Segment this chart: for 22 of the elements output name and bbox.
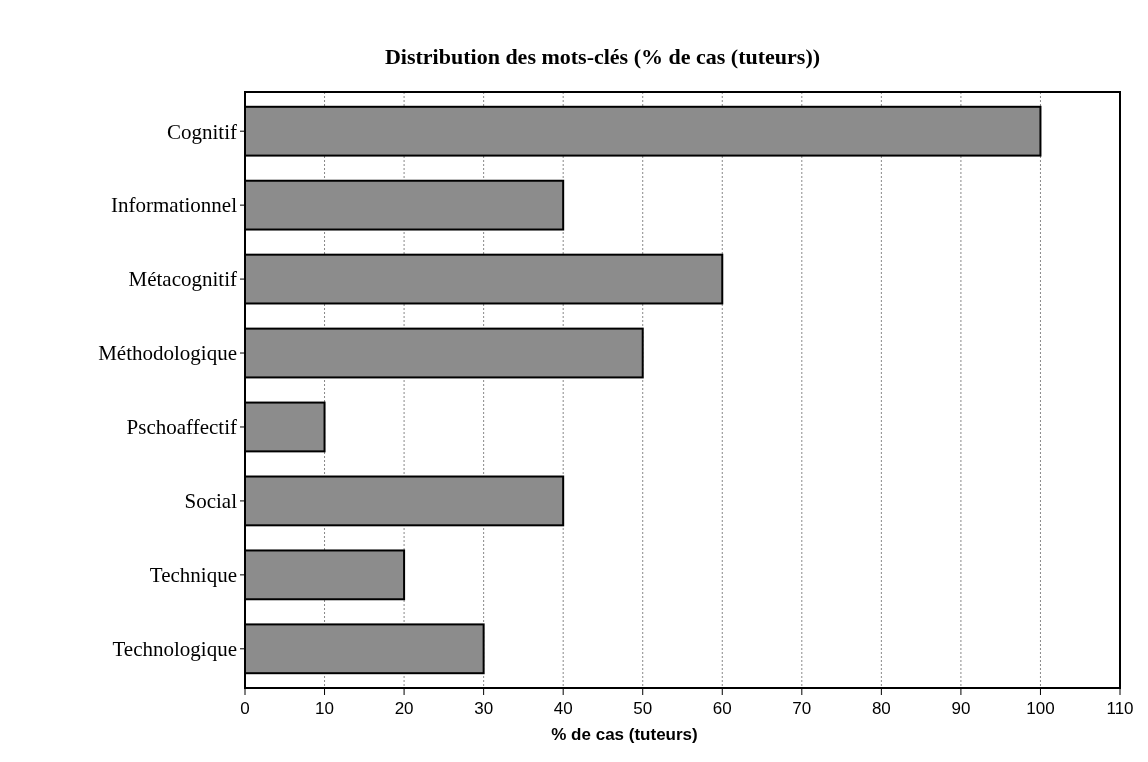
y-tick-label: Informationnel — [111, 193, 238, 218]
x-tick-label: 100 — [1026, 699, 1055, 718]
y-tick-label: Social — [184, 489, 238, 514]
y-tick-label: Pschoaffectif — [126, 415, 237, 440]
x-tick-label: 60 — [712, 699, 732, 718]
x-tick-label: 0 — [240, 699, 250, 718]
y-tick-label: Métacognitif — [128, 267, 237, 292]
y-tick-label: Technique — [149, 563, 237, 588]
x-tick-label: 10 — [315, 699, 335, 718]
chart-title: Distribution des mots-clés (% de cas (tuteurs)) — [384, 44, 821, 69]
y-tick-label: Méthodologique — [98, 341, 237, 366]
x-tick-label: 90 — [951, 699, 971, 718]
y-tick-label: Cognitif — [166, 119, 237, 144]
x-axis-title: % de cas (tuteurs) — [551, 725, 698, 744]
x-tick-label: 110 — [1106, 699, 1134, 718]
x-tick-label: 70 — [792, 699, 812, 718]
x-tick-label: 30 — [474, 699, 494, 718]
x-tick-label: 50 — [633, 699, 653, 718]
x-tick-label: 20 — [394, 699, 414, 718]
x-tick-label: 80 — [871, 699, 891, 718]
y-tick-label: Technologique — [112, 637, 237, 662]
x-tick-label: 40 — [553, 699, 573, 718]
